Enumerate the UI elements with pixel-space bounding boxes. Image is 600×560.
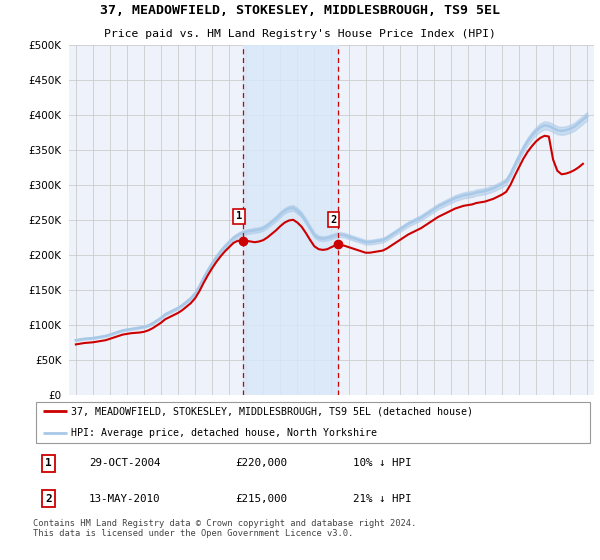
Text: Price paid vs. HM Land Registry's House Price Index (HPI): Price paid vs. HM Land Registry's House … xyxy=(104,29,496,39)
Text: 1: 1 xyxy=(46,459,52,469)
Text: 37, MEADOWFIELD, STOKESLEY, MIDDLESBROUGH, TS9 5EL: 37, MEADOWFIELD, STOKESLEY, MIDDLESBROUG… xyxy=(100,4,500,17)
Text: 37, MEADOWFIELD, STOKESLEY, MIDDLESBROUGH, TS9 5EL (detached house): 37, MEADOWFIELD, STOKESLEY, MIDDLESBROUG… xyxy=(71,406,473,416)
Text: £220,000: £220,000 xyxy=(235,459,287,469)
Text: 29-OCT-2004: 29-OCT-2004 xyxy=(89,459,161,469)
Text: 13-MAY-2010: 13-MAY-2010 xyxy=(89,493,161,503)
Text: Contains HM Land Registry data © Crown copyright and database right 2024.
This d: Contains HM Land Registry data © Crown c… xyxy=(33,519,416,538)
Text: HPI: Average price, detached house, North Yorkshire: HPI: Average price, detached house, Nort… xyxy=(71,428,377,438)
FancyBboxPatch shape xyxy=(36,402,590,443)
Bar xyxy=(244,45,338,395)
Text: 1: 1 xyxy=(236,211,242,221)
Text: £215,000: £215,000 xyxy=(235,493,287,503)
Text: 21% ↓ HPI: 21% ↓ HPI xyxy=(353,493,411,503)
Text: 2: 2 xyxy=(46,493,52,503)
Text: 2: 2 xyxy=(331,214,337,225)
Text: 10% ↓ HPI: 10% ↓ HPI xyxy=(353,459,411,469)
